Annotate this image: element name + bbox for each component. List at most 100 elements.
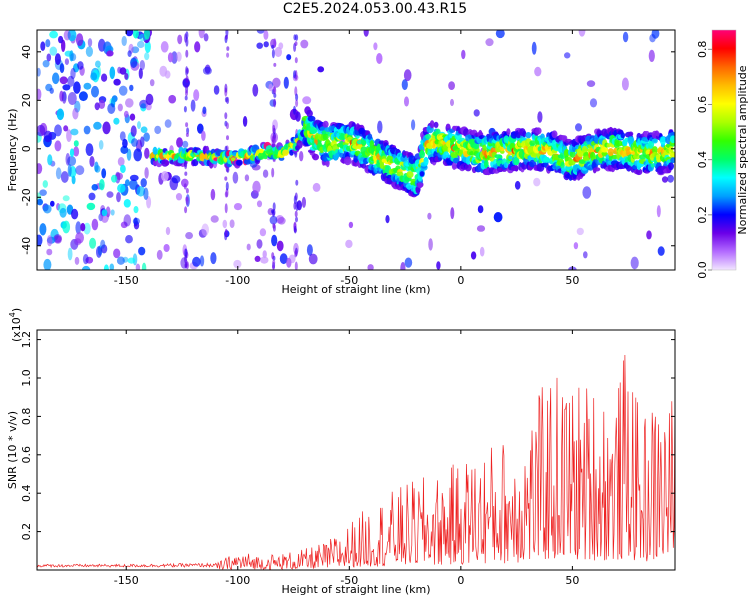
spectrogram-ridge-cell <box>425 133 432 140</box>
spectrogram-streak-cell <box>185 122 189 128</box>
spectrogram-noise-cell <box>54 140 62 152</box>
spectrogram-streak-cell <box>185 132 189 137</box>
spectrogram-noise-cell <box>144 30 150 40</box>
spectrogram-streak-cell <box>226 135 229 141</box>
spectrogram-ridge-cell <box>164 160 170 166</box>
spectrogram-noise-cell <box>67 247 73 261</box>
spectrogram-noise-cell <box>107 103 116 114</box>
spectrogram-ridge-cell <box>652 146 658 155</box>
page-title: C2E5.2024.053.00.43.R15 <box>282 1 468 17</box>
spectrogram-noise-cell <box>120 221 128 229</box>
spectrogram-ridge-cell <box>230 157 236 162</box>
spectrogram-noise-cell <box>348 221 354 229</box>
spectrogram-noise-cell <box>400 262 406 270</box>
spectrogram-ridge-cell <box>593 167 601 172</box>
spectrogram-noise-cell <box>137 121 141 130</box>
spectrogram-noise-cell <box>124 72 129 80</box>
spectrogram-noise-cell <box>260 256 269 264</box>
spectrogram-frame <box>36 29 676 271</box>
spectrogram-noise-cell <box>47 154 53 166</box>
spectrogram-noise-cell <box>54 53 61 65</box>
spectrogram-noise-cell <box>59 63 65 74</box>
spectrogram-noise-cell <box>295 111 301 122</box>
spectrogram-noise-cell <box>202 66 212 75</box>
spectrogram-noise-cell <box>42 60 50 68</box>
x-tick-label: -50 <box>340 274 358 287</box>
spectrogram-streak-cell <box>272 223 276 229</box>
spectrogram-noise-cell <box>89 156 95 167</box>
spectrogram-noise-cell <box>385 215 390 224</box>
spectrogram-noise-cell <box>256 42 264 49</box>
spectrogram-noise-cell <box>43 258 52 270</box>
x-tick-label: -50 <box>340 574 358 587</box>
spectrogram-noise-cell <box>85 143 94 157</box>
spectrogram-ridge-cell <box>307 115 316 122</box>
spectrogram-noise-cell <box>123 214 132 227</box>
spectrogram-noise-cell <box>43 130 53 143</box>
spectrogram-streak-cell <box>226 46 230 51</box>
spectrogram-streak-cell <box>185 188 189 194</box>
spectrogram-streak-cell <box>272 259 276 266</box>
spectrogram-ridge-cell <box>670 131 675 137</box>
spectrogram-noise-cell <box>40 41 46 51</box>
spectrogram-ridge-cell <box>271 143 276 148</box>
spectrogram-noise-cell <box>129 179 138 190</box>
spectrogram-noise-cell <box>101 209 108 217</box>
spectrogram-streak-cell <box>273 93 277 98</box>
spectrogram-noise-cell <box>300 39 309 49</box>
spectrogram-streak-cell <box>294 57 298 64</box>
spectrogram-noise-cell <box>64 58 69 65</box>
spectrogram-noise-cell <box>117 103 123 112</box>
spectrogram-noise-cell <box>78 91 88 102</box>
spectrogram-noise-cell <box>411 119 416 131</box>
spectrogram-streak-cell <box>184 171 188 176</box>
spectrogram-noise-cell <box>145 93 154 106</box>
snr-panel: -150 -100 -50 0 50 0.2 0.4 0.6 0.8 1.0 1.2 Height… <box>6 308 676 596</box>
spectrogram-noise-cell <box>630 256 639 270</box>
spectrogram-ridge-cell <box>508 155 513 160</box>
spectrogram-noise-cell <box>376 53 383 64</box>
spectrogram-noise-cell <box>123 199 131 208</box>
spectrogram-noise-cell <box>363 30 369 37</box>
spectrogram-noise-cell <box>49 87 54 94</box>
spectrogram-noise-cell <box>63 125 69 132</box>
spectrogram-streak-cell <box>183 183 187 190</box>
spectrogram-noise-cell <box>306 244 313 256</box>
spectrogram-noise-cell <box>377 120 383 134</box>
spectrogram-noise-cell <box>49 30 58 39</box>
spectrogram-noise-cell <box>403 69 412 82</box>
spectrogram-noise-cell <box>246 243 251 251</box>
spectrogram-noise-cell <box>67 92 77 105</box>
spectrogram-ridge-cell <box>668 162 674 171</box>
spectrogram-noise-cell <box>117 157 125 167</box>
spectrogram-streak-cell <box>295 179 299 186</box>
spectrogram-noise-cell <box>133 206 139 214</box>
snr-y-axis-label: SNR (10 * v/v) <box>6 411 19 489</box>
spectrogram-noise-cell <box>82 265 91 270</box>
spectrogram-noise-cell <box>185 232 194 240</box>
y-tick-label: 1.0 <box>20 369 33 387</box>
spectrogram-noise-cell <box>138 246 146 256</box>
spectrogram-noise-cell <box>646 230 652 240</box>
spectrogram-noise-cell <box>129 174 139 182</box>
spectrogram-noise-cell <box>75 165 85 176</box>
spectrogram-noise-cell <box>470 251 477 260</box>
spectrogram-noise-cell <box>583 251 588 259</box>
y-tick-label: -20 <box>20 188 33 206</box>
snr-background <box>37 330 675 570</box>
colorbar-ticks: 0.0 0.2 0.4 0.6 0.8 <box>696 41 712 279</box>
spectrogram-noise-cell <box>531 41 537 55</box>
spectrogram-streak-cell <box>273 138 277 145</box>
spectrogram-streak-cell <box>272 124 276 134</box>
spectrogram-noise-cell <box>137 40 145 49</box>
y-tick-label: 0.4 <box>20 484 33 502</box>
spectrogram-noise-cell <box>88 192 96 201</box>
spectrogram-noise-cell <box>252 180 261 194</box>
spectrogram-noise-cell <box>182 140 189 148</box>
spectrogram-streak-cell <box>184 33 188 43</box>
spectrogram-noise-cell <box>161 171 169 182</box>
spectrogram-streak-cell <box>225 122 229 130</box>
colorbar: 0.0 0.2 0.4 0.6 0.8 Normalized spectral ampl… <box>696 29 749 279</box>
spectrogram-noise-cell <box>256 200 263 208</box>
